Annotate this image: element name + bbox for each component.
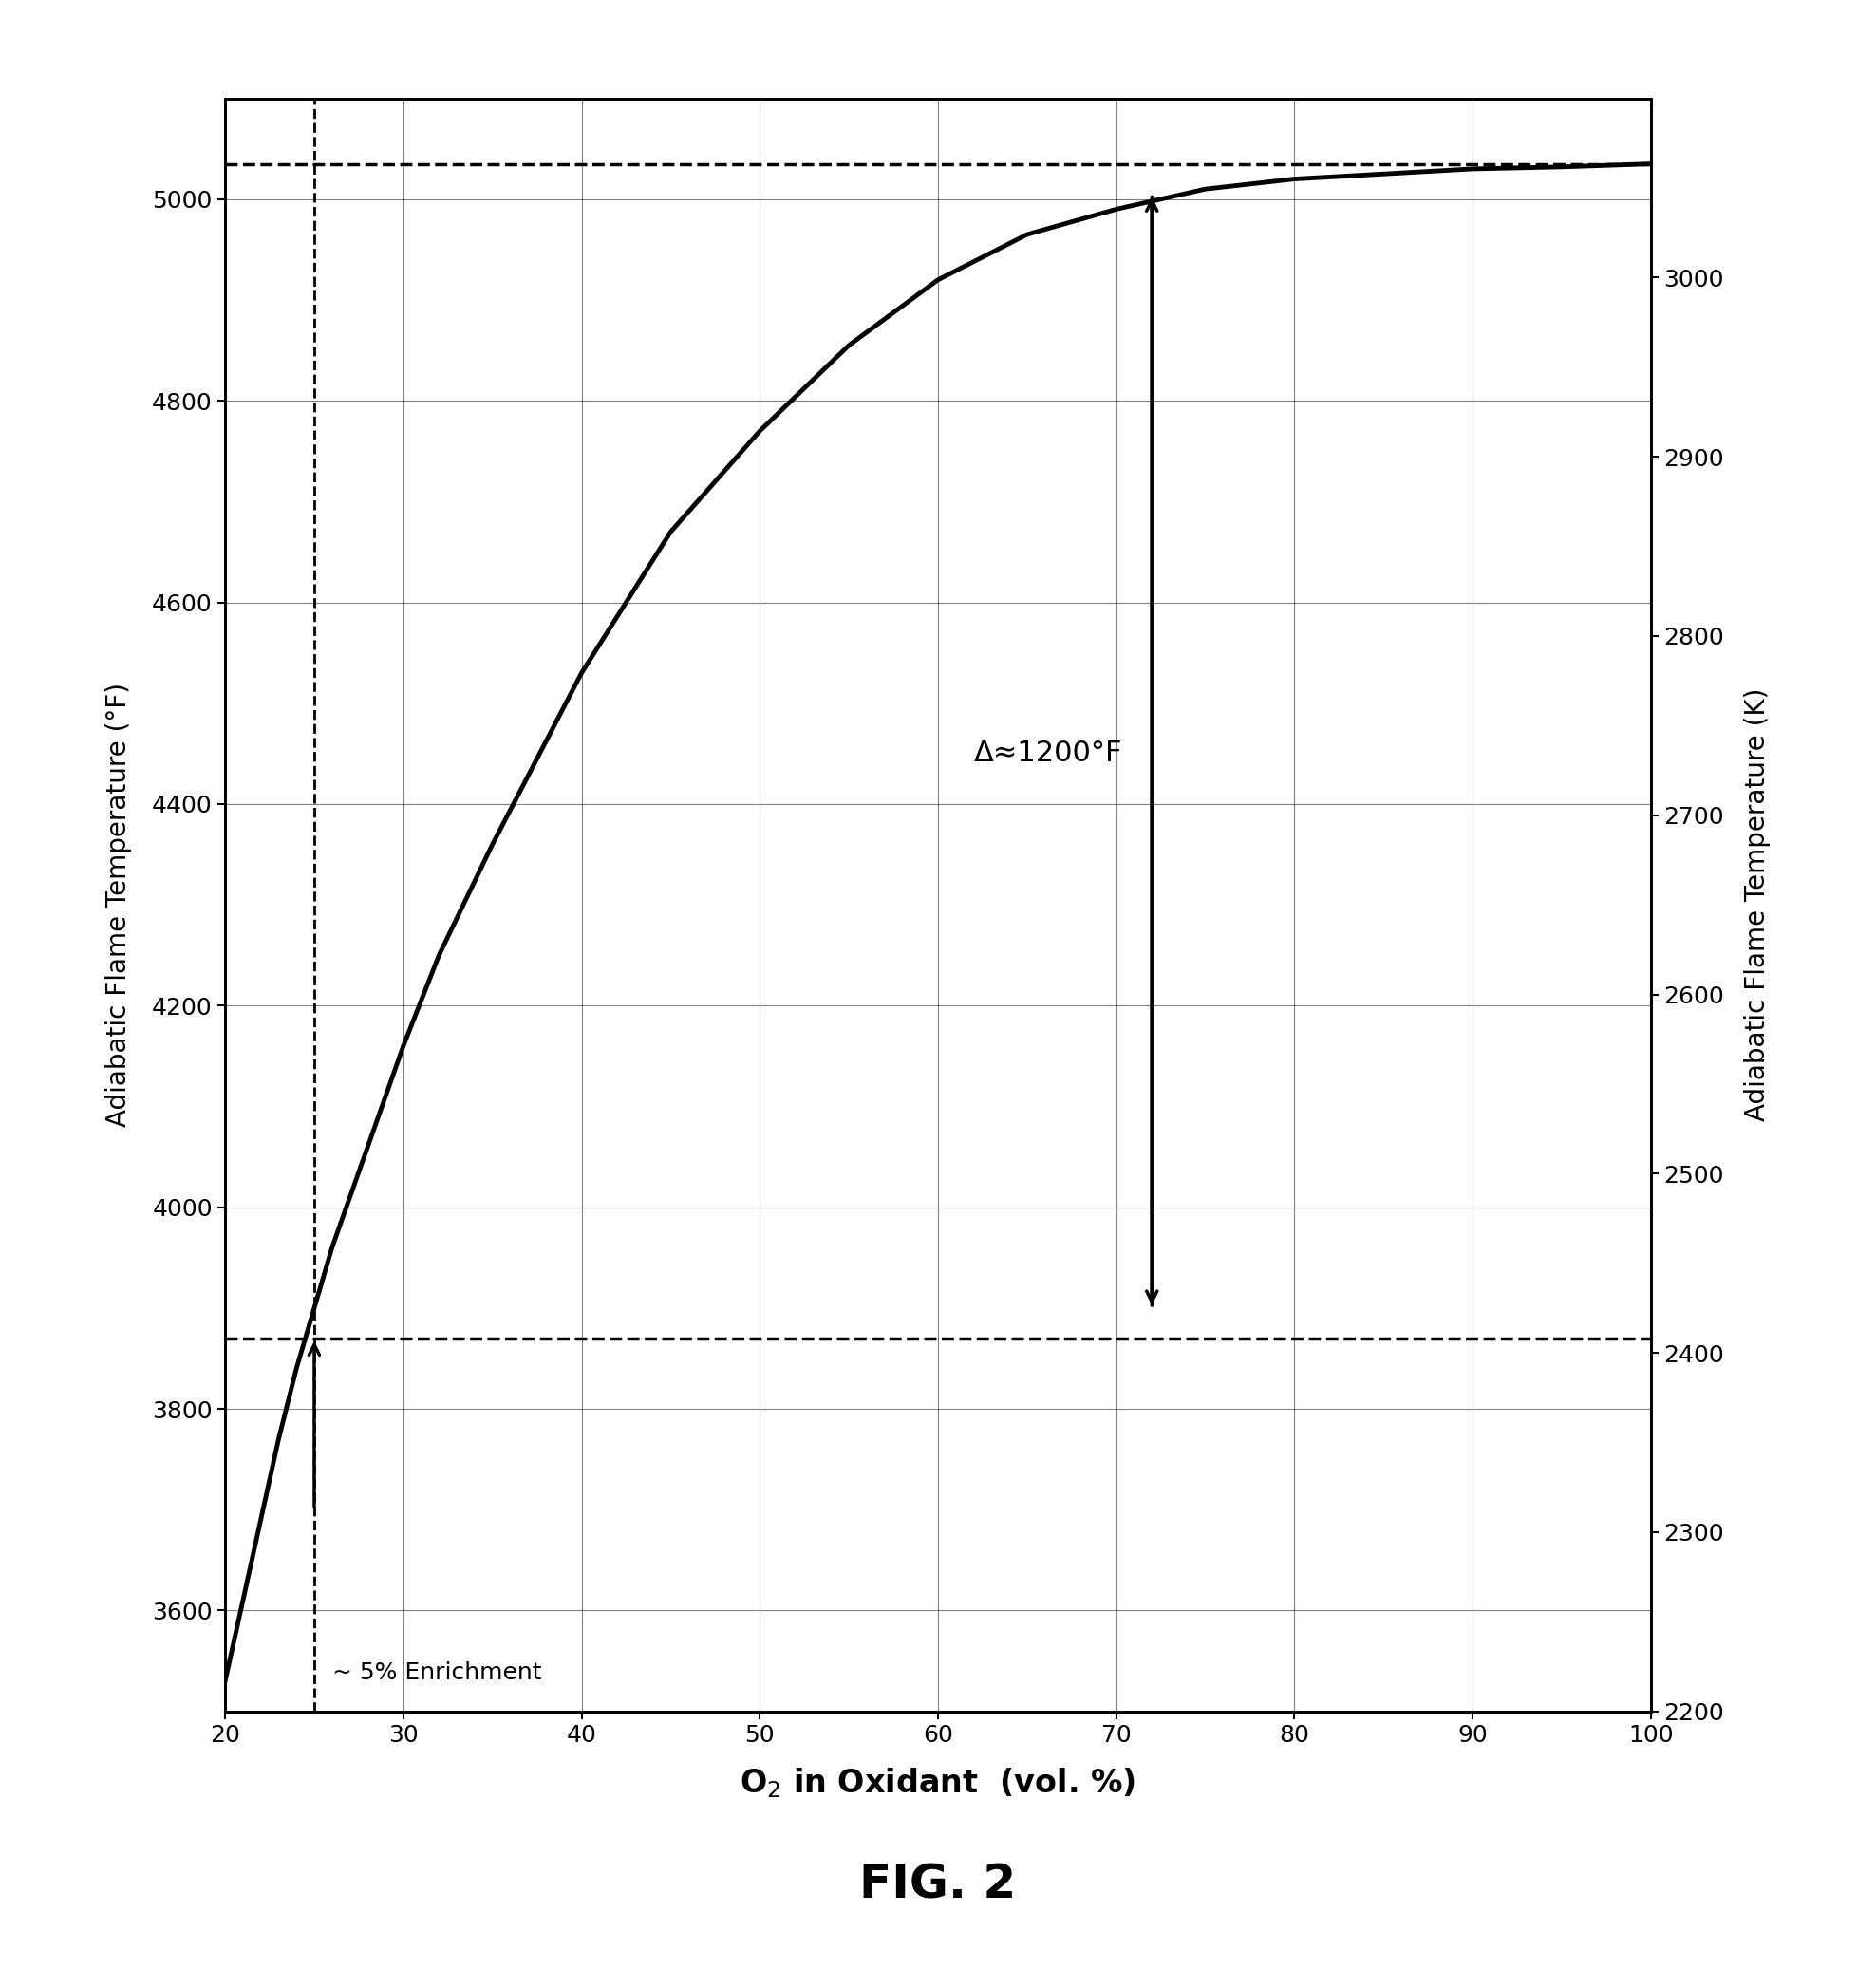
Y-axis label: Adiabatic Flame Temperature (K): Adiabatic Flame Temperature (K)	[1743, 688, 1771, 1121]
Text: ~ 5% Enrichment: ~ 5% Enrichment	[332, 1660, 542, 1684]
Text: FIG. 2: FIG. 2	[859, 1863, 1017, 1908]
Text: Δ≈1200°F: Δ≈1200°F	[974, 740, 1122, 767]
Y-axis label: Adiabatic Flame Temperature (°F): Adiabatic Flame Temperature (°F)	[105, 683, 133, 1127]
X-axis label: O$_2$ in Oxidant  (vol. %): O$_2$ in Oxidant (vol. %)	[739, 1766, 1137, 1800]
